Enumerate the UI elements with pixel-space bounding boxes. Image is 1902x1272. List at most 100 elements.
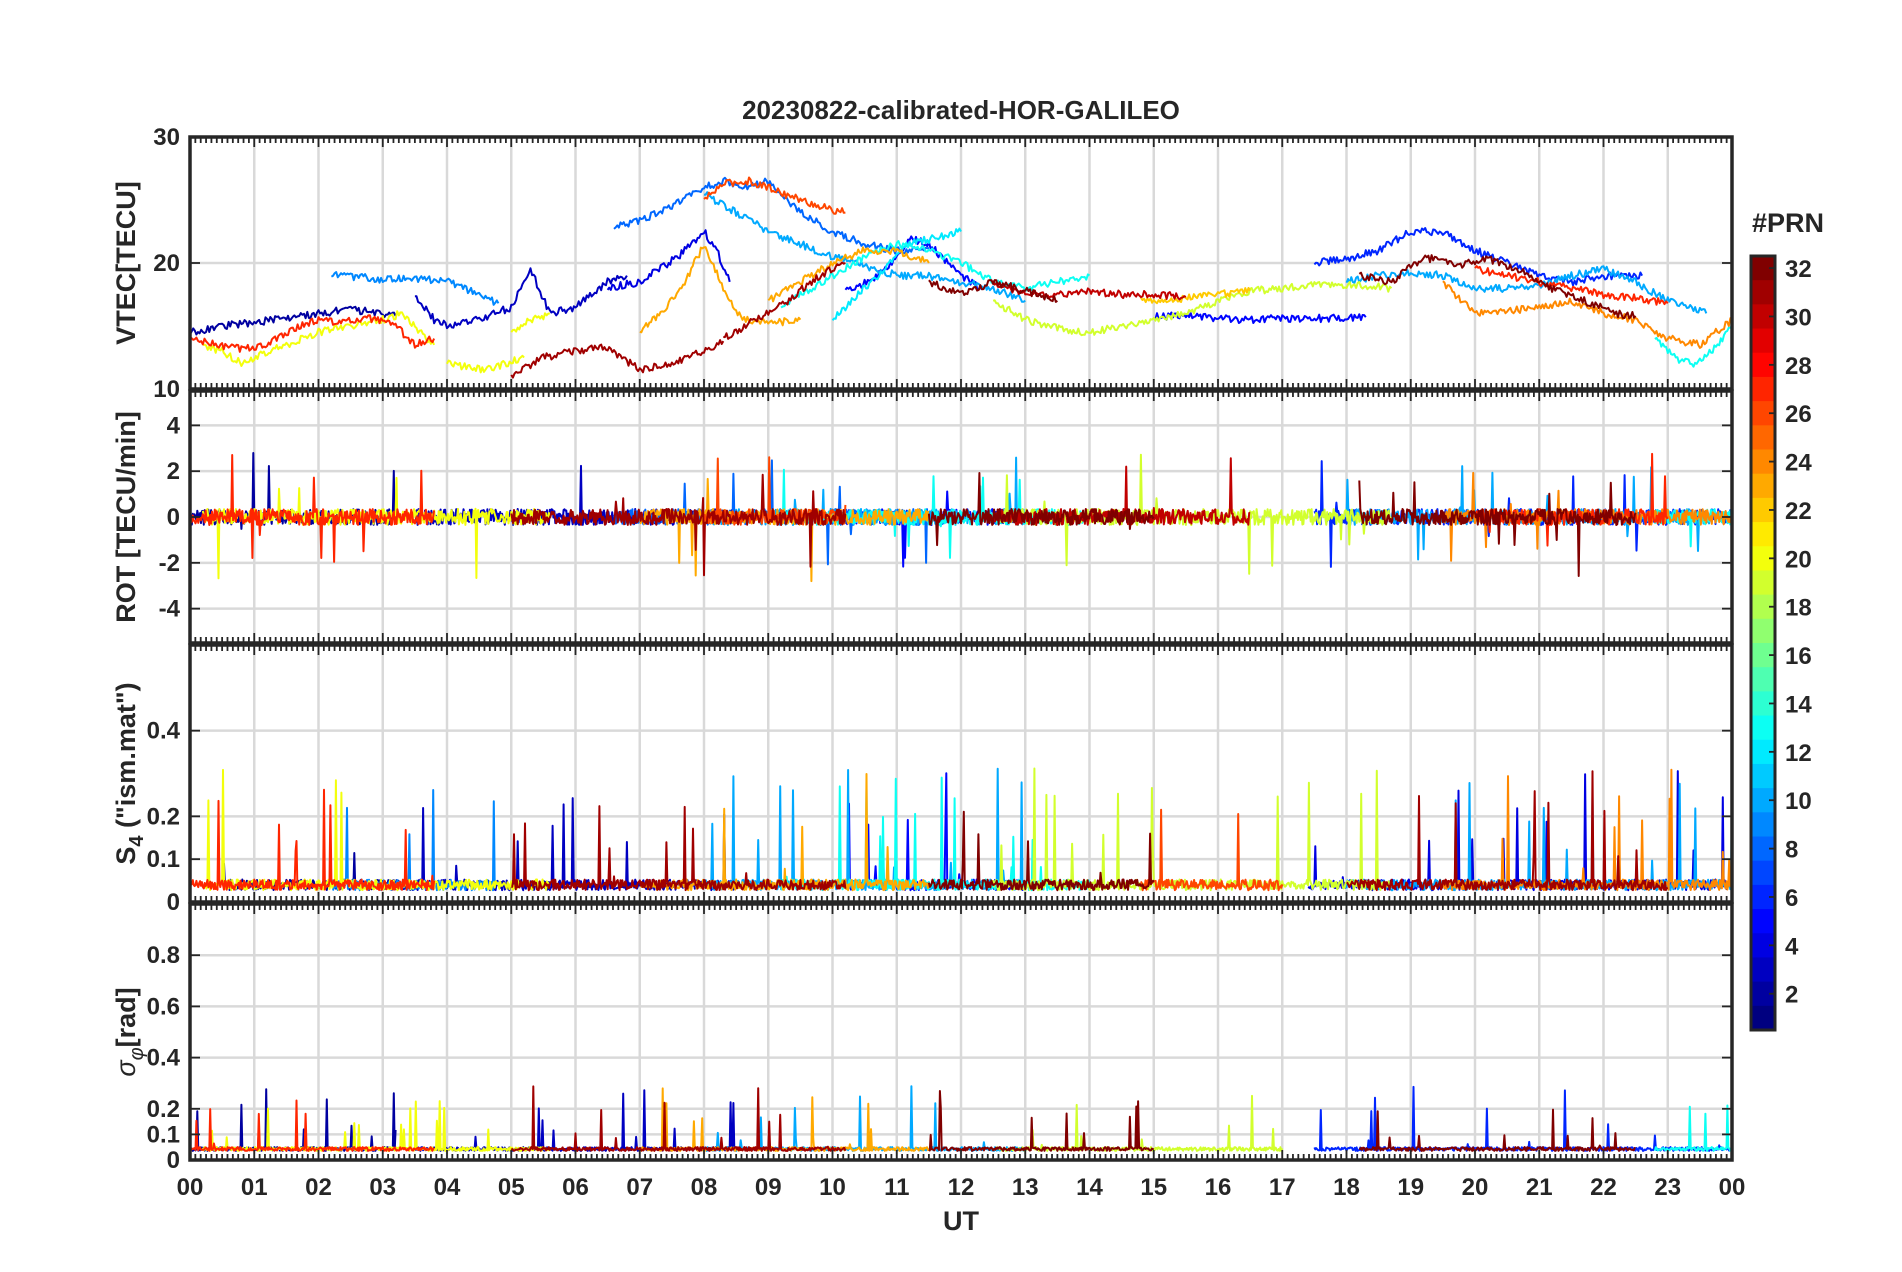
- prn-24-trace: [1442, 280, 1732, 349]
- colorbar-tick-label: 10: [1785, 788, 1812, 815]
- prn-31-trace: [510, 473, 847, 577]
- x-tick-label: 04: [434, 1174, 461, 1201]
- x-tick-label: 20: [1462, 1174, 1489, 1201]
- x-tick-label: 22: [1590, 1174, 1617, 1201]
- y-tick-label: 4: [167, 412, 181, 439]
- colorbar-tick-label: 16: [1785, 643, 1812, 670]
- x-axis-label: UT: [943, 1206, 979, 1236]
- prn-13-trace: [1654, 325, 1732, 368]
- rot-x-ticks: [189, 391, 1733, 643]
- y-tick-label: 0.1: [147, 846, 180, 873]
- prn-32-trace: [1358, 254, 1637, 320]
- prn-23-trace: [639, 1087, 930, 1152]
- sigma-phi-grid: [190, 904, 1732, 1160]
- x-tick-label: 12: [948, 1174, 975, 1201]
- x-tick-label: 00: [177, 1174, 204, 1201]
- x-tick-label: 07: [626, 1174, 653, 1201]
- prn-19-trace: [992, 1094, 1284, 1152]
- prn-32-trace: [1358, 480, 1637, 577]
- colorbar-swatch: [1751, 618, 1775, 644]
- prn-13-trace: [780, 776, 1091, 892]
- y-tick-label: 10: [153, 376, 180, 403]
- colorbar-tick-label: 24: [1785, 450, 1812, 477]
- s4-grid: [190, 645, 1732, 902]
- colorbar-tick-label: 18: [1785, 595, 1812, 622]
- prn-27-trace: [190, 788, 436, 891]
- sigma-phi-x-ticks: [189, 904, 1733, 1160]
- prn-24-trace: [1441, 768, 1732, 892]
- colorbar-swatch: [1751, 957, 1775, 983]
- colorbar-tick-label: 26: [1785, 401, 1812, 428]
- colorbar-swatch: [1751, 715, 1775, 741]
- prn-10-trace: [703, 191, 1026, 303]
- colorbar-swatch: [1751, 763, 1775, 789]
- rot-y-axis-label: ROT [TECU/min]: [111, 411, 141, 622]
- colorbar-tick-label: 8: [1785, 837, 1798, 864]
- colorbar-tick-label: 6: [1785, 885, 1798, 912]
- colorbar-swatch: [1751, 860, 1775, 886]
- sigma-phi-traces: [190, 1085, 1732, 1152]
- colorbar-swatch: [1751, 425, 1775, 451]
- x-tick-label: 17: [1269, 1174, 1296, 1201]
- colorbar-swatch: [1751, 909, 1775, 934]
- y-tick-label: 0.8: [147, 942, 180, 969]
- prn-23-trace: [639, 773, 930, 892]
- colorbar-title: #PRN: [1752, 208, 1824, 238]
- colorbar-tick-label: 30: [1785, 304, 1812, 331]
- y-tick-label: 2: [167, 458, 180, 485]
- prn-9-trace: [330, 789, 500, 892]
- prn-27-trace: [190, 314, 436, 353]
- prn-20-trace: [202, 768, 551, 892]
- prn-26-trace: [703, 176, 846, 215]
- colorbar-frame: [1749, 254, 1777, 1032]
- y-tick-label: -2: [159, 550, 180, 577]
- colorbar-tick-label: 32: [1785, 256, 1812, 283]
- colorbar-swatch: [1751, 376, 1775, 402]
- sigma-phi-y-axis-label: σφ[rad]: [111, 987, 148, 1076]
- prn-2-trace: [190, 305, 397, 336]
- colorbar-tick-label: 2: [1785, 982, 1798, 1009]
- x-tick-label: 05: [498, 1174, 525, 1201]
- colorbar-swatch: [1751, 667, 1775, 692]
- colorbar-swatch: [1751, 280, 1775, 305]
- prn-31-trace: [723, 261, 846, 340]
- chart-title: 20230822-calibrated-HOR-GALILEO: [742, 95, 1180, 125]
- x-tick-label: 21: [1526, 1174, 1553, 1201]
- x-tick-label: 08: [691, 1174, 718, 1201]
- y-tick-label: 0.6: [147, 993, 180, 1020]
- prn-5-trace: [1153, 311, 1367, 324]
- colorbar-swatch: [1751, 1005, 1775, 1031]
- colorbar-tick-label: 12: [1785, 740, 1812, 767]
- prn-19-trace: [992, 281, 1393, 337]
- colorbar-tick-label: 4: [1785, 933, 1799, 960]
- prn-27-trace: [190, 454, 436, 563]
- x-tick-label: 09: [755, 1174, 782, 1201]
- prn-31-trace: [1346, 770, 1669, 892]
- x-tick-label: 16: [1205, 1174, 1232, 1201]
- prn-27-trace: [1474, 265, 1669, 306]
- vtec-x-ticks: [189, 137, 1733, 389]
- prn-22-trace: [1140, 287, 1251, 305]
- x-tick-label: 03: [369, 1174, 396, 1201]
- prn-23-trace: [639, 246, 802, 334]
- s4-y-axis-label: S4 ("ism.mat"): [111, 682, 148, 864]
- y-tick-label: 0: [167, 889, 180, 916]
- y-tick-label: 0.2: [147, 1096, 180, 1123]
- y-tick-label: -4: [159, 596, 181, 623]
- y-tick-label: 0: [167, 504, 180, 531]
- vtec-grid: [190, 137, 1732, 389]
- prn-20-trace: [510, 312, 550, 333]
- colorbar-swatch: [1751, 570, 1775, 596]
- prn-30-trace: [992, 280, 1187, 301]
- colorbar-swatch: [1751, 812, 1775, 838]
- rot-panel: -4 -2 0 2 4 ROT [TECU/min]: [111, 389, 1734, 645]
- prn-20-trace: [446, 354, 525, 374]
- prn-31-trace: [510, 1085, 847, 1152]
- s4-x-ticks: [189, 645, 1733, 902]
- prn-32-trace: [928, 279, 1058, 303]
- prn-32-trace: [927, 472, 1155, 547]
- x-tick-label: 01: [241, 1174, 268, 1201]
- y-tick-label: 0.2: [147, 803, 180, 830]
